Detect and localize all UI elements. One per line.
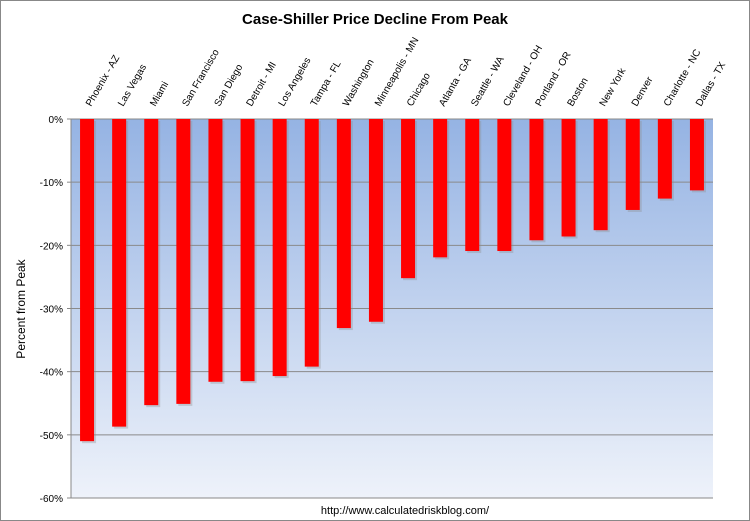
x-category-label: Las Vegas — [116, 63, 149, 109]
y-tick-label: -10% — [40, 178, 63, 189]
bar-boston — [561, 119, 576, 237]
y-tick-label: -20% — [40, 241, 63, 252]
x-category-label: Miami — [148, 80, 171, 109]
x-category-label: Seattle - WA — [469, 54, 507, 108]
x-category-label: Los Angeles — [277, 56, 314, 109]
bar-charlotte-nc — [657, 119, 672, 199]
bar-tampa-fl — [304, 119, 319, 367]
x-category-label: Denver — [630, 75, 656, 109]
bar-washington — [336, 119, 351, 329]
y-tick-label: -60% — [40, 494, 63, 505]
bar-seattle-wa — [465, 119, 480, 252]
chart-title: Case-Shiller Price Decline From Peak — [242, 11, 509, 28]
y-tick-label: 0% — [49, 115, 64, 126]
x-category-label: Chicago — [405, 71, 433, 109]
x-category-label: San Diego — [213, 62, 246, 108]
bar-minneapolis-mn — [368, 119, 383, 322]
bar-dallas-tx — [689, 119, 704, 191]
bar-cleveland-oh — [497, 119, 512, 252]
bar-chicago — [401, 119, 416, 279]
x-category-label: New York — [598, 66, 629, 109]
footer-url: http://www.calculatedriskblog.com/ — [321, 505, 490, 517]
x-category-label: Boston — [566, 76, 591, 108]
x-category-label: Washington — [341, 58, 377, 109]
y-tick-label: -50% — [40, 431, 63, 442]
bar-san-diego — [208, 119, 223, 382]
x-category-label: Detroit - MI — [245, 60, 279, 108]
x-category-label: Atlanta - GA — [437, 56, 474, 109]
y-tick-label: -40% — [40, 368, 63, 379]
bar-detroit-mi — [240, 119, 255, 382]
bar-miami — [144, 119, 159, 406]
bar-atlanta-ga — [433, 119, 448, 258]
bar-portland-or — [529, 119, 544, 241]
bar-phoenix-az — [80, 119, 95, 442]
y-tick-label: -30% — [40, 305, 63, 316]
bar-denver — [625, 119, 640, 210]
bar-new-york — [593, 119, 608, 231]
bar-san-francisco — [176, 119, 191, 404]
x-category-label: Dallas - TX — [694, 60, 728, 108]
y-axis-label: Percent from Peak — [14, 258, 28, 358]
bar-las-vegas — [112, 119, 127, 427]
x-category-label: Phoenix - AZ — [84, 53, 122, 108]
bar-los-angeles — [272, 119, 287, 377]
x-category-label: Tampa - FL — [309, 59, 344, 109]
